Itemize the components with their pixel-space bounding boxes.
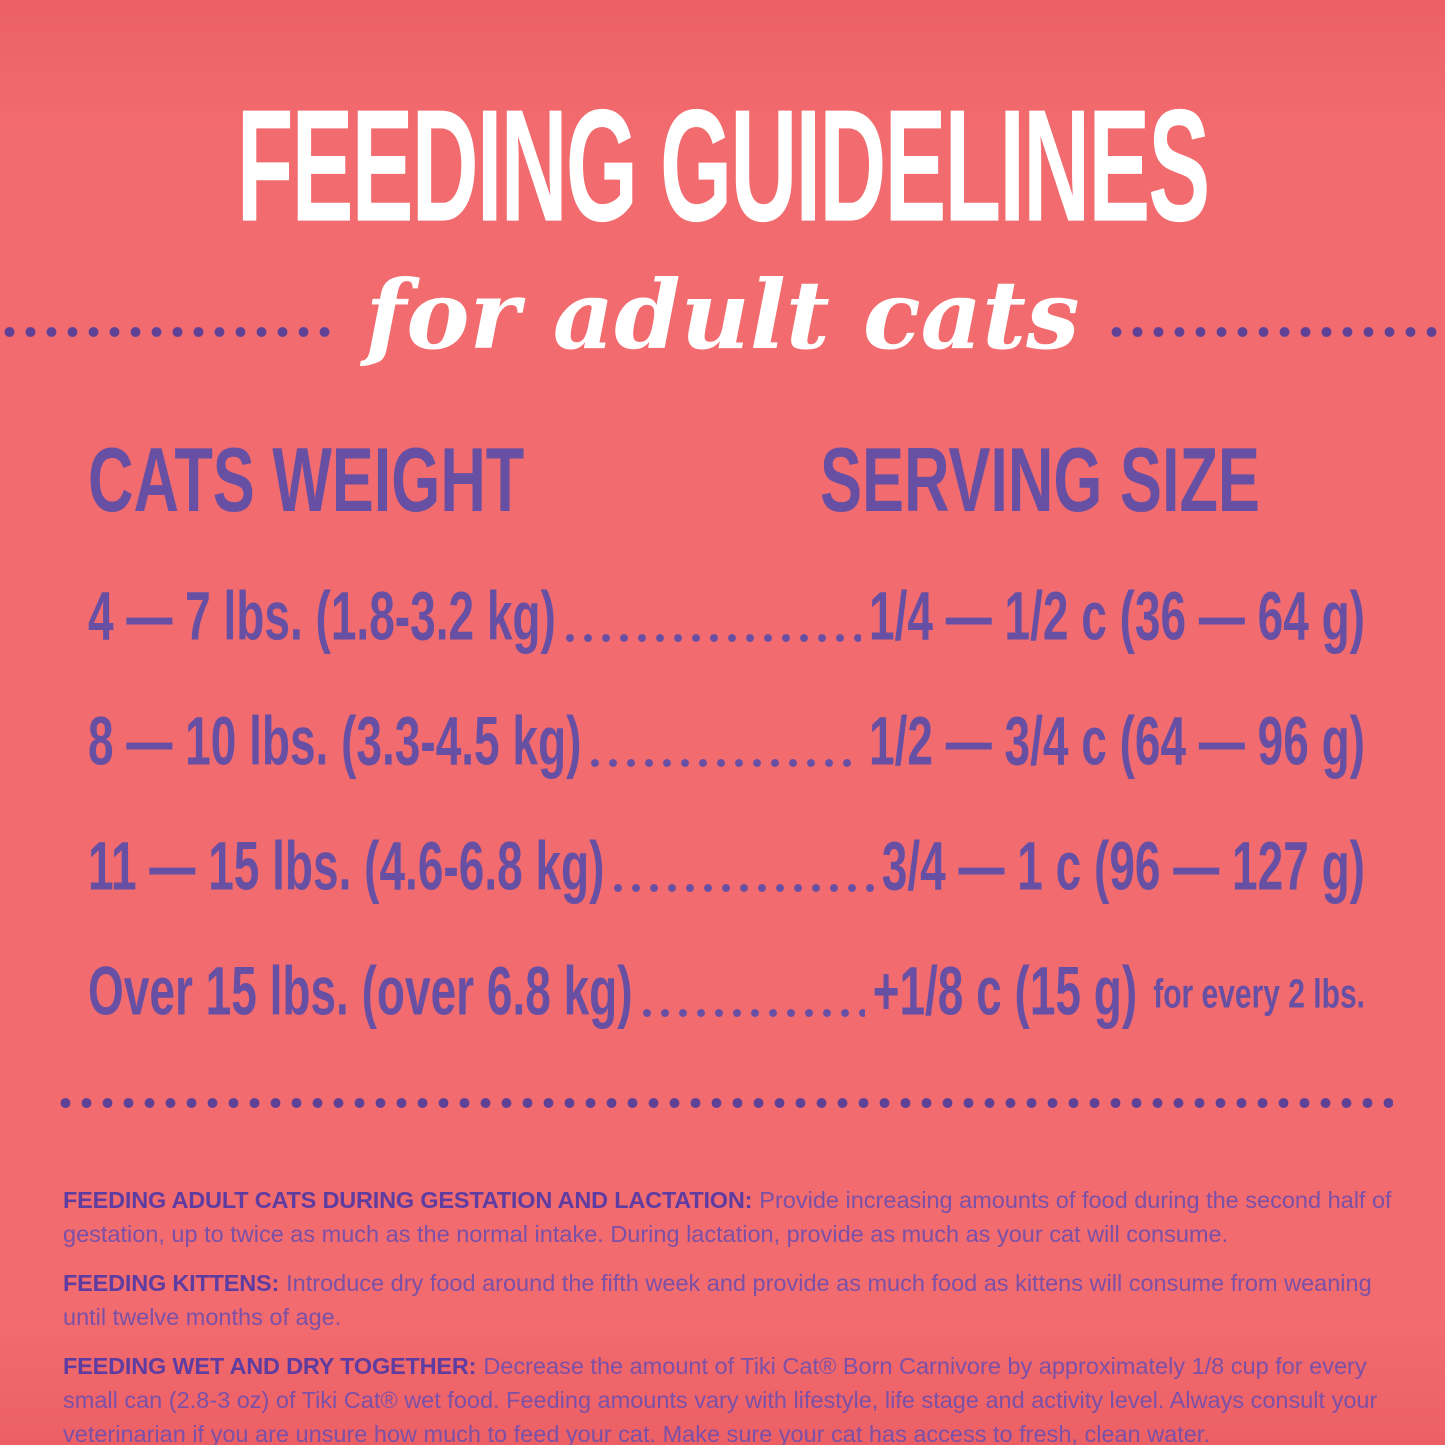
column-header-serving-size: SERVING SIZE [820, 429, 1260, 532]
subtitle: for adult cats [365, 260, 1080, 371]
column-header-cats-weight: CATS WEIGHT [88, 429, 525, 532]
footnote-label: FEEDING KITTENS: [63, 1270, 280, 1296]
footnote-wet-and-dry: FEEDING WET AND DRY TOGETHER: Decrease th… [63, 1349, 1395, 1445]
feeding-table: 4 — 7 lbs. (1.8-3.2 kg) 1/4 — 1/2 c (36 … [88, 576, 1365, 1088]
footnote-label: FEEDING ADULT CATS DURING GESTATION AND … [63, 1187, 753, 1213]
footnotes-section: FEEDING ADULT CATS DURING GESTATION AND … [63, 1183, 1395, 1445]
footnote-gestation: FEEDING ADULT CATS DURING GESTATION AND … [63, 1183, 1395, 1251]
dotted-leader [637, 1008, 865, 1018]
cats-weight-value: 4 — 7 lbs. (1.8-3.2 kg) [88, 576, 556, 655]
serving-size-note: for every 2 lbs. [1153, 972, 1365, 1018]
table-row: 11 — 15 lbs. (4.6-6.8 kg) 3/4 — 1 c (96 … [88, 826, 1365, 910]
dotted-leader [560, 633, 861, 643]
serving-size-value: 1/2 — 3/4 c (64 — 96 g) [868, 701, 1365, 780]
footnote-label: FEEDING WET AND DRY TOGETHER: [63, 1353, 477, 1379]
cats-weight-value: 8 — 10 lbs. (3.3-4.5 kg) [88, 701, 582, 780]
footnote-text: Decrease the amount of Tiki Cat® Born Ca… [63, 1353, 1378, 1445]
table-row: Over 15 lbs. (over 6.8 kg) +1/8 c (15 g)… [88, 951, 1365, 1035]
table-header-row: CATS WEIGHT SERVING SIZE [88, 429, 1390, 532]
dotted-leader [586, 758, 861, 768]
dotted-line-left [0, 325, 340, 338]
cats-weight-value: Over 15 lbs. (over 6.8 kg) [88, 951, 633, 1030]
footnote-kittens: FEEDING KITTENS: Introduce dry food aroun… [63, 1266, 1395, 1334]
page-title: FEEDING GUIDELINES [0, 76, 1445, 255]
dotted-divider [55, 1097, 1393, 1109]
subtitle-row: for adult cats [0, 252, 1445, 397]
cats-weight-value: 11 — 15 lbs. (4.6-6.8 kg) [88, 826, 605, 905]
dotted-leader [609, 883, 874, 893]
serving-size-value: 1/4 — 1/2 c (36 — 64 g) [868, 576, 1365, 655]
serving-size-value: 3/4 — 1 c (96 — 127 g) [881, 826, 1365, 905]
footnote-text: Introduce dry food around the fifth week… [63, 1270, 1372, 1330]
page-title-text: FEEDING GUIDELINES [236, 76, 1211, 256]
table-row: 4 — 7 lbs. (1.8-3.2 kg) 1/4 — 1/2 c (36 … [88, 576, 1365, 660]
footnote-text: Provide increasing amounts of food durin… [63, 1187, 1392, 1247]
serving-size-value: +1/8 c (15 g) [872, 951, 1138, 1030]
table-row: 8 — 10 lbs. (3.3-4.5 kg) 1/2 — 3/4 c (64… [88, 701, 1365, 785]
dotted-line-right [1105, 325, 1445, 338]
